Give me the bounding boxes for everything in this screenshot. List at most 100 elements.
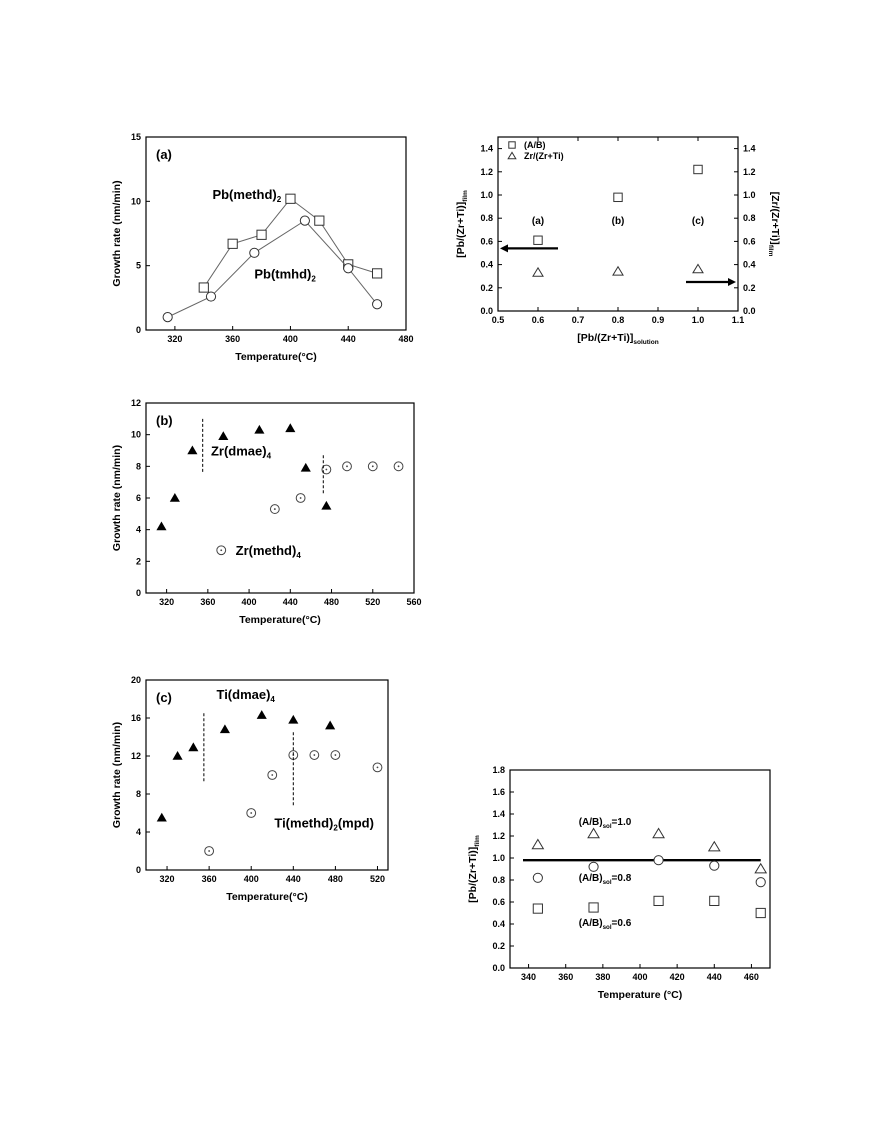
data-point-1-1	[246, 808, 257, 818]
y-tick-label: 1.4	[492, 809, 505, 819]
x-axis-label-sub: solution	[633, 339, 658, 346]
series-label-0-sub: sol	[603, 823, 612, 830]
data-point-2-0	[532, 903, 543, 914]
data-point-0-1	[227, 238, 238, 249]
y-tick-label: 4	[136, 827, 141, 837]
data-point-1-4	[309, 750, 320, 760]
chart-b-growth-rate-zr: 320 360 400 440 480 520 560 0 2 4 6 8 10 12 Temperatur…	[111, 398, 422, 626]
y2-tick-label: 1.2	[743, 167, 756, 177]
data-point-1-4	[343, 263, 354, 274]
data-point-1-1-dot	[250, 812, 253, 814]
data-point-2-2	[653, 895, 664, 907]
x-tick-label: 520	[370, 874, 385, 884]
series-label-pb-methd-main: Pb(methd)	[212, 187, 276, 202]
series-1	[269, 461, 404, 514]
series-label-ti-methd-main: Ti(methd)	[274, 815, 333, 830]
x-tick-label: 560	[406, 597, 421, 607]
x-tick-label: 480	[328, 874, 343, 884]
data-point-1-1-dot	[299, 497, 302, 499]
x-tick-label: 0.8	[612, 315, 625, 325]
y2-axis-label-main: [Zr/(Zr+Ti)]	[769, 192, 781, 245]
panel-label: (a)	[156, 147, 172, 162]
y2-tick-label: 1.4	[743, 144, 756, 154]
y2-tick-label: 0.0	[743, 306, 756, 316]
series-label-pb-methd: Pb(methd)2	[212, 187, 281, 204]
data-point-0-2	[188, 742, 199, 752]
x-axis-label: Temperature (°C)	[598, 989, 683, 1001]
y-tick-label: 1.8	[492, 765, 505, 775]
y-tick-label: 0.0	[492, 963, 505, 973]
x-tick-label: 1.0	[692, 315, 705, 325]
series-label-zr-dmae-sub: 4	[267, 451, 272, 460]
plot-frame	[145, 136, 407, 331]
data-point-1-5	[330, 750, 341, 760]
data-point-0-4	[256, 710, 267, 719]
series-label-ti-dmae-main: Ti(dmae)	[216, 687, 270, 702]
y-tick-label: 16	[131, 713, 141, 723]
y-tick-label: 0.8	[480, 213, 493, 223]
series-label-zr-dmae: Zr(dmae)4	[211, 443, 272, 460]
data-point-1-1	[588, 861, 599, 872]
data-point-1-6-dot	[376, 766, 379, 769]
y-tick-label: 0.2	[480, 283, 493, 293]
x-tick-label: 360	[202, 874, 217, 884]
y-tick-label: 0.0	[480, 306, 493, 316]
y-tick-label: 0.2	[492, 941, 505, 951]
series-label-0-main: (A/B)	[579, 817, 603, 828]
data-point-0-0	[198, 282, 209, 293]
series-label-pb-tmhd-sub: 2	[311, 275, 316, 284]
data-point-0-0	[156, 521, 167, 531]
data-point-1-0	[532, 266, 544, 277]
y-tick-label: 0.8	[492, 875, 505, 885]
series-2	[532, 895, 766, 919]
series-label-2-sub: sol	[603, 924, 612, 931]
series-label-ti-methd-suffix: (mpd)	[338, 815, 374, 830]
data-point-1-2-dot	[271, 774, 274, 776]
data-point-0-2	[256, 229, 267, 240]
data-point-0-1	[169, 492, 180, 502]
legend-label-ab: (A/B)	[524, 140, 546, 150]
y-tick-label: 0.6	[480, 236, 493, 246]
series-label-2-suffix: =0.6	[612, 918, 632, 929]
y-tick-label: 0	[136, 325, 141, 335]
series-label-pb-tmhd: Pb(tmhd)2	[254, 267, 316, 284]
y-tick-label: 0.6	[492, 897, 505, 907]
x-tick-label: 480	[398, 334, 413, 344]
y2-axis-label: [Zr/(Zr+Ti)]film	[767, 192, 781, 257]
y-tick-label: 8	[136, 789, 141, 799]
data-point-0-0	[531, 838, 545, 850]
x-tick-label: 360	[200, 597, 215, 607]
y-tick-label: 2	[136, 556, 141, 566]
y-tick-label: 1.4	[480, 144, 493, 154]
series-label-2-main: (A/B)	[579, 918, 603, 929]
legend-label-zr: Zr/(Zr+Ti)	[524, 151, 564, 161]
data-point-1-5-dot	[397, 465, 400, 468]
data-point-0-5	[285, 423, 296, 433]
data-point-1-3	[342, 461, 352, 472]
x-tick-label: 520	[365, 597, 380, 607]
data-point-0-6	[325, 720, 336, 730]
data-point-0-4	[754, 862, 768, 874]
x-tick-label: 440	[707, 972, 722, 982]
data-point-0-7	[321, 500, 332, 510]
data-point-2-1	[588, 902, 599, 913]
x-tick-label: 1.1	[732, 315, 745, 325]
data-point-0-3	[218, 431, 229, 440]
data-point-1-2	[267, 770, 278, 780]
data-point-1-1	[612, 265, 624, 276]
series-label-ti-dmae: Ti(dmae)4	[216, 687, 275, 704]
panel-label: (c)	[156, 690, 172, 705]
y-tick-label: 5	[136, 261, 141, 271]
y-axis-label-main: [Pb/(Zr+Ti)]	[467, 847, 479, 903]
series-0	[156, 423, 332, 531]
y2-tick-label: 0.2	[743, 283, 756, 293]
data-point-0-1	[613, 192, 623, 203]
data-point-0-3	[219, 724, 230, 734]
y-axis-label-main: [Pb/(Zr+Ti)]	[455, 202, 467, 258]
series-label-zr-methd-sub: 4	[296, 551, 301, 560]
data-point-1-4-dot	[313, 754, 316, 756]
data-point-1-0	[162, 312, 173, 323]
series-label-ti-methd-sub: 2	[333, 823, 338, 832]
data-point-1-0	[532, 872, 543, 883]
data-point-1-5	[393, 461, 404, 472]
